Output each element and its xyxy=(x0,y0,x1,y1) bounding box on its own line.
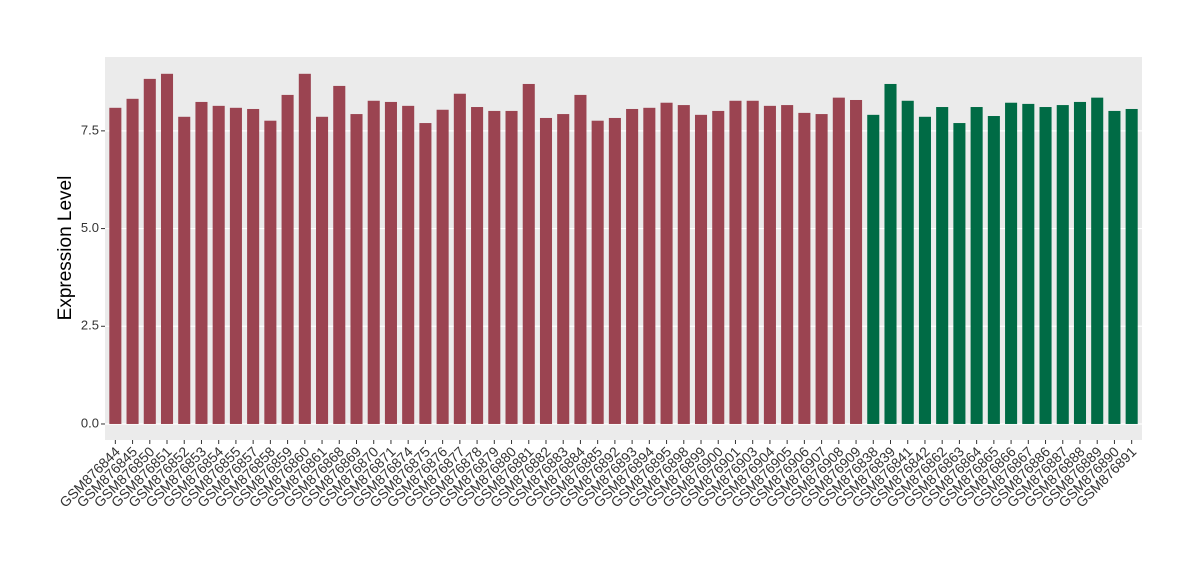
bar xyxy=(712,110,725,424)
bar xyxy=(987,116,1000,424)
bar xyxy=(832,97,845,424)
bar xyxy=(436,109,449,424)
bar xyxy=(660,102,673,424)
y-tick-label: 2.5 xyxy=(81,318,99,333)
bar xyxy=(109,107,122,424)
y-tick-label: 7.5 xyxy=(81,122,99,137)
bar xyxy=(1056,105,1069,424)
bar xyxy=(316,116,329,424)
bar xyxy=(1073,101,1087,424)
bar xyxy=(574,94,587,424)
bar xyxy=(608,117,621,424)
bar xyxy=(1022,103,1035,424)
bar xyxy=(1005,102,1018,424)
bar xyxy=(522,83,535,424)
bar xyxy=(867,114,880,424)
bar xyxy=(694,114,708,424)
bar xyxy=(884,83,897,424)
bar xyxy=(195,101,208,424)
bar xyxy=(143,78,156,424)
bar xyxy=(333,85,346,424)
bar xyxy=(1039,107,1052,424)
bar xyxy=(298,73,311,424)
bar xyxy=(229,107,242,424)
plot-panel xyxy=(105,57,1142,440)
bar xyxy=(488,110,501,424)
bar xyxy=(953,123,966,424)
bar xyxy=(729,100,742,424)
bar xyxy=(746,100,759,424)
bar xyxy=(505,110,518,424)
bar xyxy=(419,123,432,424)
bar xyxy=(918,116,931,424)
y-axis-title: Expression Level xyxy=(55,176,76,321)
bar xyxy=(264,120,277,424)
bar xyxy=(471,107,484,424)
bar xyxy=(626,108,639,424)
bar xyxy=(178,116,191,424)
y-tick-label: 5.0 xyxy=(81,220,99,235)
bar xyxy=(970,107,983,424)
bar xyxy=(402,105,415,424)
bar xyxy=(798,112,811,424)
bar xyxy=(763,105,776,424)
bar xyxy=(212,105,225,424)
bar xyxy=(350,114,363,424)
bar xyxy=(781,105,794,424)
bar xyxy=(367,100,380,424)
bar xyxy=(1091,97,1104,424)
bar xyxy=(247,108,260,424)
bar xyxy=(901,100,914,424)
bar xyxy=(936,107,949,424)
bar xyxy=(850,99,863,424)
bar xyxy=(677,105,690,424)
bar xyxy=(815,114,828,424)
bar xyxy=(557,114,570,424)
bar xyxy=(539,117,553,424)
bar xyxy=(1108,110,1121,424)
bar xyxy=(126,98,139,424)
bar xyxy=(453,93,466,424)
bar xyxy=(591,120,604,424)
bar xyxy=(281,94,294,424)
bar xyxy=(384,101,397,424)
bar xyxy=(1125,108,1138,424)
bar xyxy=(643,107,656,424)
bar xyxy=(160,73,174,424)
y-tick-label: 0.0 xyxy=(81,415,99,430)
